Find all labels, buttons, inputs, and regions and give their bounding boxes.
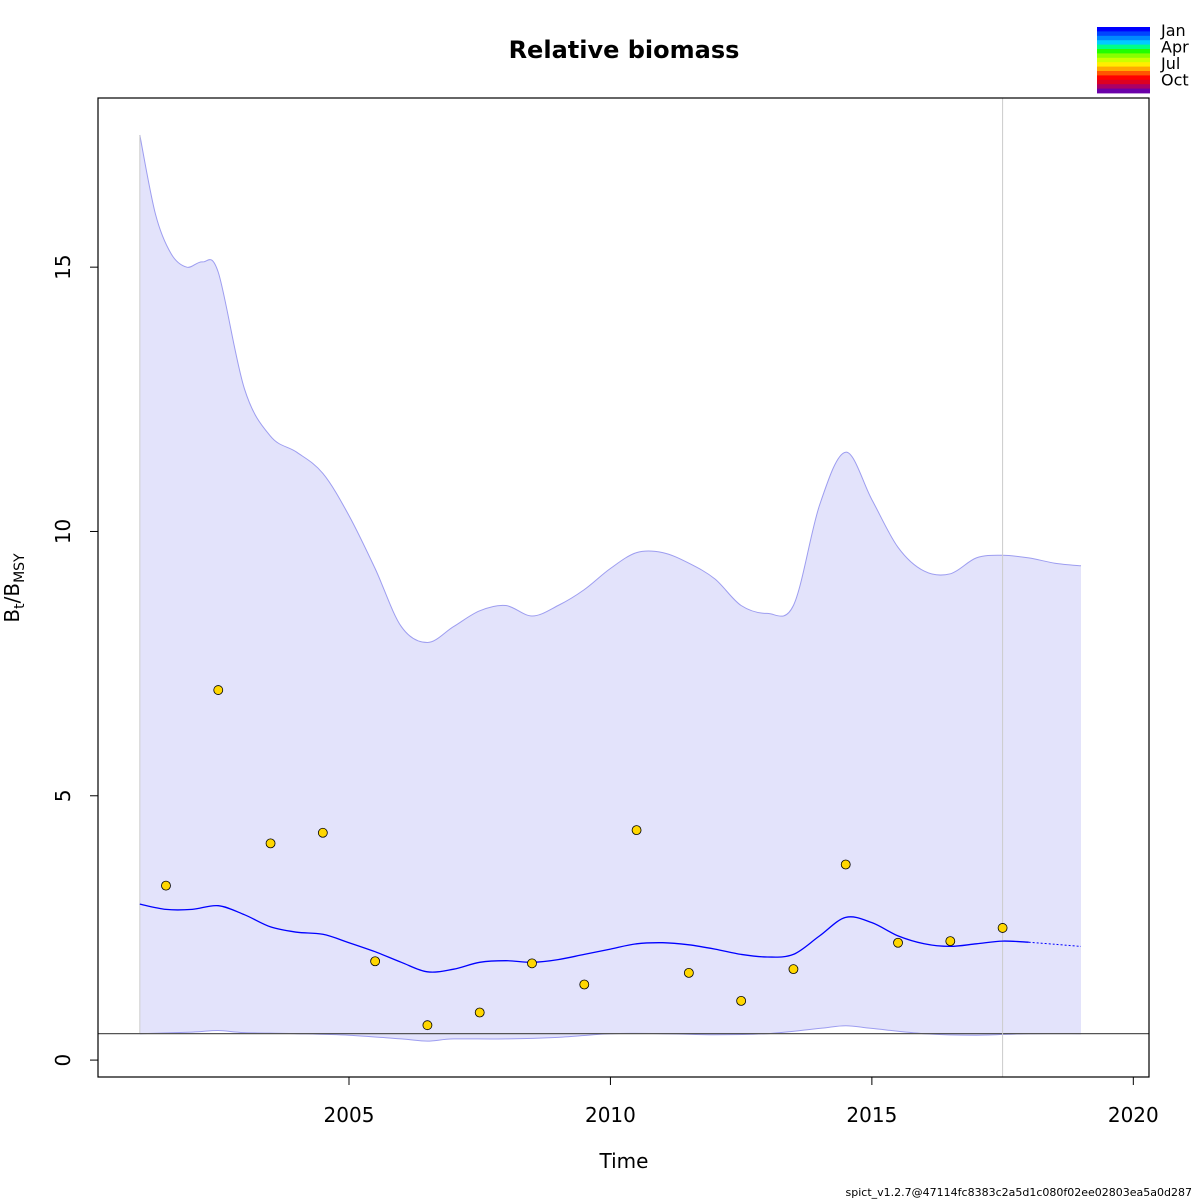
legend-swatch: [1097, 62, 1150, 67]
legend-swatch: [1097, 53, 1150, 59]
x-axis: 2005 2010 2015 2020: [324, 1076, 1159, 1127]
y-axis-label: Bt/BMSY: [0, 553, 28, 623]
observation-point: [631, 825, 642, 836]
legend-swatch: [1097, 75, 1150, 81]
chart-title: Relative biomass: [509, 36, 740, 64]
ci-band: [139, 135, 1082, 1042]
legend-swatch: [1097, 40, 1150, 45]
version-footer: spict_v1.2.7@47114fc8383c2a5d1c080f02ee0…: [846, 1186, 1192, 1199]
legend-swatch: [1097, 66, 1150, 72]
legend-swatch: [1097, 57, 1150, 63]
observation-point: [579, 979, 590, 990]
y-axis-label-sub2: MSY: [12, 553, 28, 583]
x-tick-label: 2005: [324, 1103, 375, 1127]
legend-swatch: [1097, 35, 1150, 41]
x-tick-label: 2010: [585, 1103, 636, 1127]
estimate-line: [139, 903, 1029, 973]
observation-point: [265, 838, 276, 849]
x-axis-label: Time: [599, 1149, 649, 1173]
legend-label: Oct: [1161, 71, 1189, 90]
observation-point: [213, 685, 224, 695]
observation-point: [840, 859, 851, 870]
legend-swatch: [1097, 31, 1150, 37]
observation-point: [422, 1020, 433, 1031]
legend-swatch: [1097, 49, 1150, 54]
forecast-line: [1028, 941, 1082, 947]
y-tick-label: 0: [51, 1054, 75, 1067]
y-axis-label-main: B: [0, 609, 24, 623]
ci-upper-line: [139, 134, 1082, 644]
observation-point: [370, 956, 381, 967]
y-axis-label-sub1: t: [12, 603, 28, 609]
legend-swatch: [1097, 79, 1150, 85]
observation-point: [683, 967, 694, 978]
y-tick-label: 15: [51, 254, 75, 279]
legend-label: Jan: [1160, 21, 1186, 40]
legend-label: Jul: [1160, 54, 1180, 73]
legend-swatch: [1097, 88, 1150, 94]
observation-point: [317, 827, 328, 838]
observation-point: [736, 995, 747, 1006]
observation-point: [997, 923, 1008, 933]
legend-label: Apr: [1161, 38, 1189, 57]
y-tick-label: 10: [51, 519, 75, 544]
plot-area: [98, 98, 1149, 1077]
observation-point: [945, 936, 956, 947]
x-tick-label: 2020: [1108, 1103, 1159, 1127]
observation-point: [788, 964, 799, 975]
observation-point: [893, 937, 903, 948]
y-axis: 0 5 10 15: [51, 254, 99, 1067]
observation-point: [527, 958, 537, 969]
legend-swatch: [1097, 71, 1150, 76]
observation-point: [161, 880, 171, 891]
y-axis-label-sep: /B: [0, 583, 24, 603]
observation-point: [474, 1007, 485, 1018]
legend-swatch: [1097, 27, 1150, 32]
legend-swatch: [1097, 44, 1150, 50]
legend-swatch: [1097, 84, 1150, 89]
y-tick-label: 5: [51, 789, 75, 802]
x-tick-label: 2015: [846, 1103, 897, 1127]
